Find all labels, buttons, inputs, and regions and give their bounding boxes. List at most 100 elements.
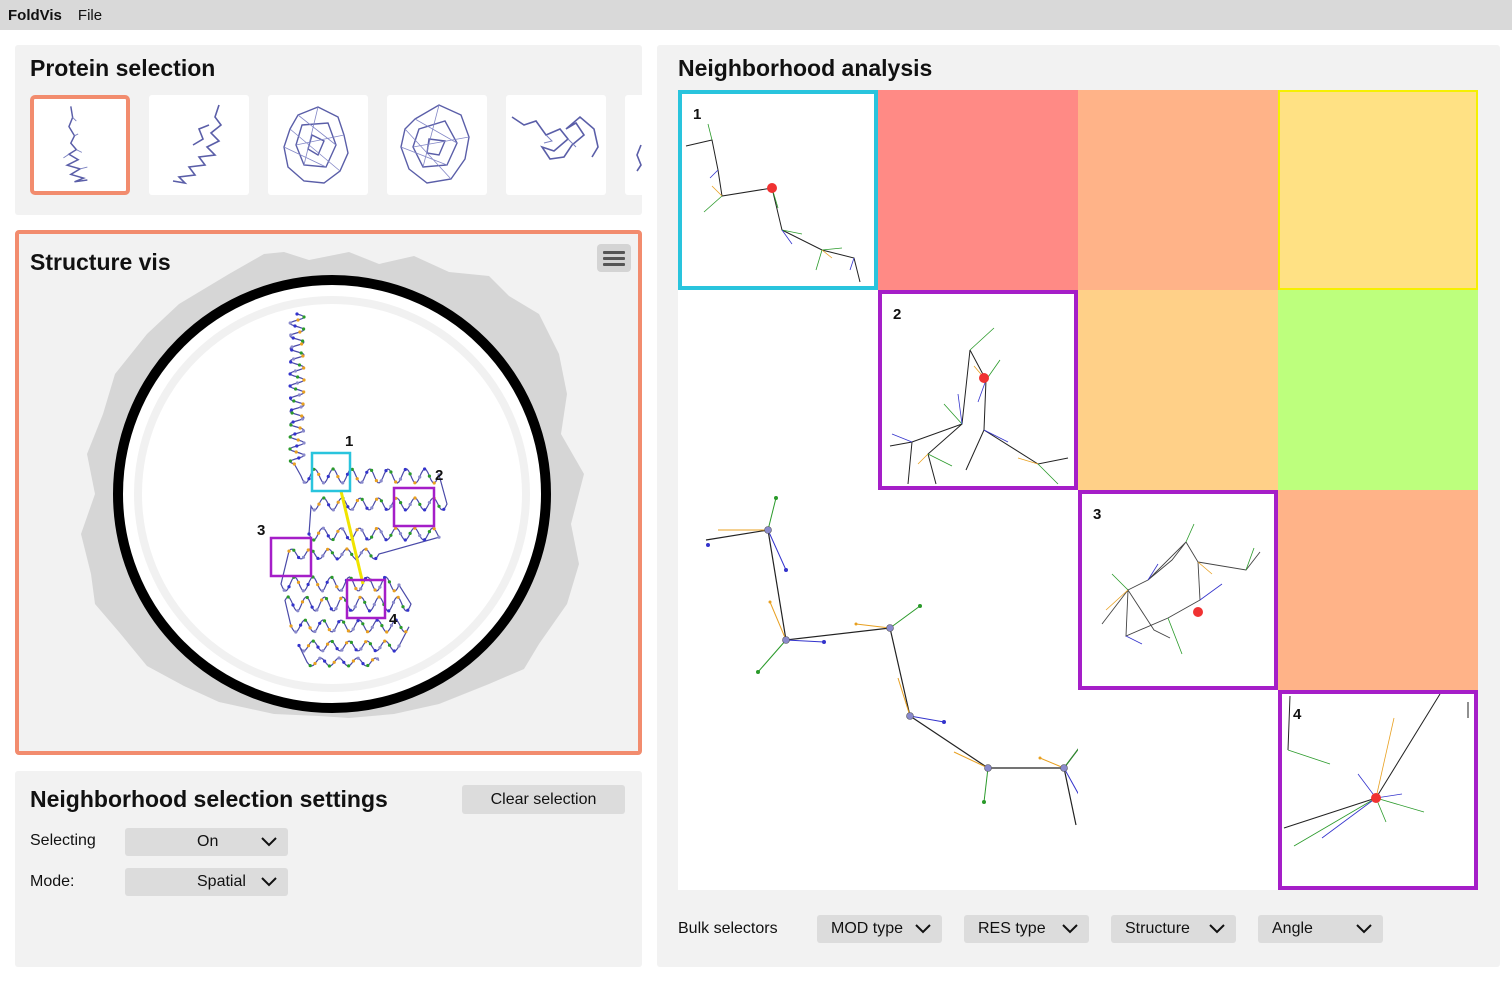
neighborhood-box-1 [310,451,352,493]
atom-dot [358,595,362,599]
atom-dot [299,623,303,627]
neighborhood-cell-1[interactable]: 1 [678,90,878,290]
atom-dot [389,623,394,627]
angle-dropdown[interactable]: Angle [1258,915,1383,943]
atom-dot [290,345,294,349]
protein-thumbnail-1[interactable] [30,95,130,195]
protein-thumbnail-2[interactable] [149,95,249,195]
atom-dot [291,420,295,424]
menu-icon[interactable] [597,244,631,272]
atom-dot [334,607,338,611]
heatmap-cell-1-2[interactable] [878,90,1078,290]
protein-thumbnail-5[interactable] [506,95,606,195]
atom-dot [365,537,369,541]
atom-dot [387,643,392,647]
atom-dot [413,481,417,485]
atom-dot [289,396,293,400]
clear-selection-button[interactable]: Clear selection [462,785,625,814]
atom-dot [300,417,305,421]
atom-dot [370,625,374,629]
atom-dot [373,649,377,653]
mode-dropdown[interactable]: Spatial [125,868,288,896]
neighborhood-cell-3[interactable]: 3 [1078,490,1278,690]
atom-dot [321,554,325,558]
bulk-selectors-label: Bulk selectors [678,920,778,937]
neighborhood-box-3 [269,536,313,578]
heatmap-cell-3-4[interactable] [1278,490,1478,690]
atom-dot [349,640,353,644]
atom-dot [313,661,317,666]
chevron-down-icon [1209,924,1225,934]
neighborhood-cell-label: 1 [693,106,702,123]
atom-dot [345,536,350,540]
atom-dot [289,360,293,364]
atom-dot [389,470,393,474]
atom-dot [295,444,299,448]
neighborhood-cell-4[interactable]: 4 [1278,690,1478,890]
atom-dot [374,479,378,483]
atom-dot [413,526,417,530]
atom-dot [301,402,305,406]
protein-backbone [280,312,448,668]
atom-dot [437,535,441,539]
atom-dot [293,369,297,373]
protein-thumbnail-3[interactable] [268,95,368,195]
atom-dot [332,660,336,664]
atom-dot [302,315,306,319]
atom-dot [327,628,331,632]
res-type-dropdown[interactable]: RES type [964,915,1089,943]
neighborhood-analysis-panel: Neighborhood analysis [657,45,1500,967]
heatmap-cell-2-4[interactable] [1278,290,1478,490]
menu-bar: FoldVis File [0,0,1512,30]
heatmap-cell-2-3[interactable] [1078,290,1278,490]
heatmap-cell-1-4[interactable] [1278,90,1478,290]
atom-dot [342,620,346,624]
atom-dot [399,501,403,505]
backbone-path [280,313,448,667]
atom-dot [365,470,369,474]
atom-dot [297,393,301,397]
heatmap-cell-1-3[interactable] [1078,90,1278,290]
neighborhood-cell-2[interactable]: 2 [878,290,1078,490]
atom-dot [345,641,349,645]
protein-thumbnail-6[interactable] [625,95,642,195]
neighborhood-box-2 [392,486,436,528]
atom-dot [391,600,396,604]
neighborhood-settings-panel: Neighborhood selection settings Clear se… [15,771,642,967]
atom-dot [413,496,417,500]
atom-dot [442,507,446,511]
atom-dot [350,552,354,556]
mod-type-dropdown[interactable]: MOD type [817,915,942,943]
atom-dot [384,507,388,511]
atom-dot [351,507,355,511]
atom-dot [325,580,329,584]
atom-dot [355,477,359,481]
atom-dot [337,620,341,624]
protein-selection-panel: Protein selection [15,45,642,215]
atom-dot [339,596,343,600]
selecting-dropdown[interactable]: On [125,828,288,856]
neighborhood-matrix[interactable]: 1 2 3 [678,90,1478,890]
atom-dot [296,609,300,613]
atom-dot [371,658,375,662]
atom-dot [354,587,358,591]
protein-thumbnail-strip[interactable] [30,95,642,195]
atom-dot [306,582,310,587]
atom-dot [350,467,354,471]
atom-dot [292,399,296,403]
atom-dot [296,438,300,442]
atom-dot [288,384,292,388]
atom-dot [375,657,379,661]
structure-canvas[interactable]: 1 2 3 4 [19,234,638,751]
atom-dot [302,327,306,331]
atom-dot [335,585,339,589]
angle-label: Angle [1272,920,1313,937]
atom-dot [408,472,412,476]
atom-dot [330,639,334,644]
protein-thumbnail-4[interactable] [387,95,487,195]
structure-dropdown[interactable]: Structure [1111,915,1236,943]
file-menu[interactable]: File [77,6,103,24]
atom-dot [306,644,311,648]
atom-dot [363,600,367,604]
atom-dot [367,609,372,613]
